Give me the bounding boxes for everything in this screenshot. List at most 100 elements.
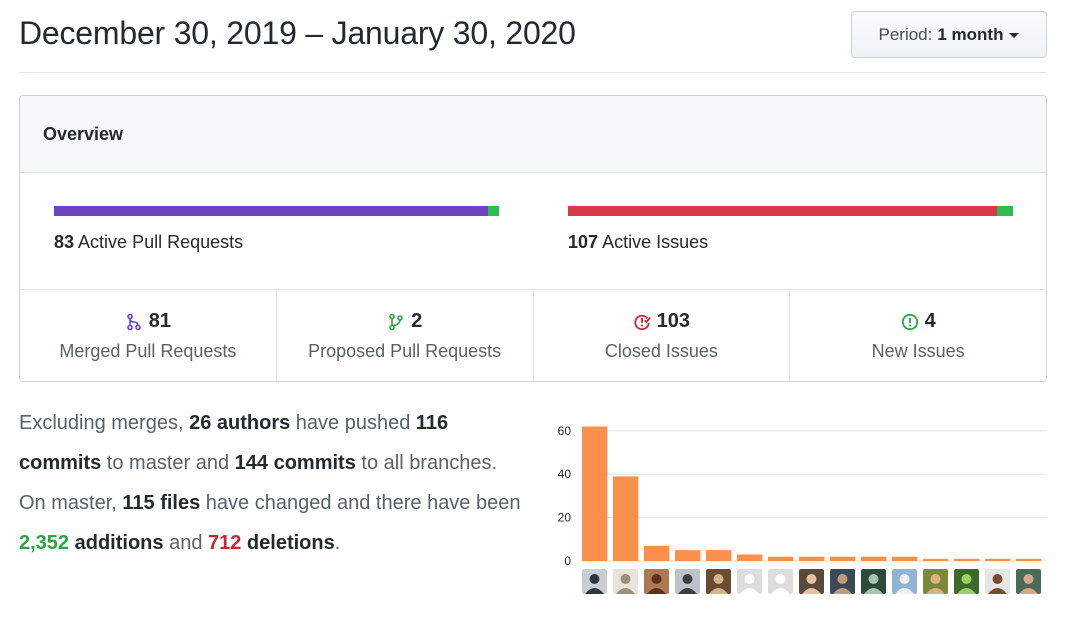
contributor-commit-bar[interactable] — [985, 558, 1011, 561]
contributor-avatar[interactable] — [644, 569, 670, 594]
summary-text: to master and — [101, 452, 235, 474]
y-tick-label: 40 — [558, 467, 572, 481]
pull-requests-progress-bar — [54, 206, 499, 216]
all-branch-commits-count: 144 commits — [234, 452, 356, 474]
new-issues-label: New Issues — [871, 341, 965, 361]
commit-summary: Excluding merges, 26 authors have pushed… — [19, 403, 529, 563]
avatar-person-icon — [988, 574, 1008, 594]
contributor-avatar[interactable] — [582, 569, 608, 594]
merged-pull-requests-count: 81 — [148, 310, 171, 332]
stat-merged-pull-requests[interactable]: 81 Merged Pull Requests — [20, 290, 277, 381]
stat-proposed-pull-requests[interactable]: 2 Proposed Pull Requests — [277, 290, 534, 381]
merged-pr-segment — [54, 206, 489, 216]
contributor-commit-bar[interactable] — [706, 550, 732, 561]
avatar-person-icon — [771, 574, 791, 594]
avatar-person-icon — [616, 574, 636, 594]
page-header: December 30, 2019 – January 30, 2020 Per… — [19, 0, 1047, 73]
contributor-commit-bar[interactable] — [954, 558, 980, 561]
new-issues-count: 4 — [924, 310, 936, 332]
proposed-pull-requests-count: 2 — [411, 310, 423, 332]
summary-text: and — [163, 532, 208, 554]
period-value: 1 month — [937, 24, 1004, 44]
contributor-avatar[interactable] — [923, 569, 949, 594]
contributor-commit-bar[interactable] — [613, 476, 639, 561]
contributor-avatar[interactable] — [954, 569, 980, 594]
period-label: Period: — [878, 24, 933, 44]
proposed-pull-requests-label: Proposed Pull Requests — [308, 341, 502, 361]
merged-pr-icon — [126, 313, 141, 330]
summary-text: Excluding merges, — [19, 412, 190, 434]
contributor-commit-bar[interactable] — [644, 545, 670, 561]
closed-issues-label: Closed Issues — [604, 341, 718, 361]
overview-header: Overview — [20, 96, 1046, 173]
y-tick-label: 0 — [564, 554, 571, 568]
new-issue-icon — [901, 313, 918, 330]
issues-progress-bar — [568, 206, 1013, 216]
active-pull-requests-summary[interactable]: 83 Active Pull Requests — [54, 206, 499, 253]
contributor-commit-bar[interactable] — [861, 556, 887, 561]
overview-title: Overview — [43, 123, 124, 144]
contributors-bar-chart: 0 20 40 60 — [545, 410, 1050, 600]
contributor-commit-bar[interactable] — [675, 550, 701, 561]
active-issues-summary[interactable]: 107 Active Issues — [568, 206, 1013, 253]
active-issues-text: Active Issues — [602, 232, 709, 252]
contributor-avatar[interactable] — [861, 569, 887, 594]
contributor-avatar[interactable] — [830, 569, 856, 594]
overview-bars: 83 Active Pull Requests 107 Active Issue… — [20, 173, 1046, 290]
overview-stats: 81 Merged Pull Requests 2 Proposed Pull … — [20, 290, 1046, 381]
summary-text: have changed and there have been — [200, 492, 521, 514]
closed-issues-segment — [568, 206, 997, 216]
open-pr-segment — [488, 206, 499, 216]
avatar-person-icon — [740, 574, 760, 594]
stat-new-issues[interactable]: 4 New Issues — [790, 290, 1046, 381]
contributor-commit-bar[interactable] — [1016, 558, 1042, 561]
active-issues-count: 107 — [568, 232, 599, 252]
contributor-avatar[interactable] — [985, 569, 1011, 594]
contributor-avatar[interactable] — [613, 569, 639, 594]
contributor-avatar[interactable] — [768, 569, 794, 594]
overview-panel: Overview 83 Active Pull Requests 107 Act… — [19, 95, 1047, 382]
period-select-button[interactable]: Period: 1 month — [851, 11, 1047, 58]
avatar-person-icon — [647, 574, 667, 594]
contributor-commit-bar[interactable] — [830, 556, 856, 561]
contributor-commit-bar[interactable] — [799, 556, 825, 561]
avatar-person-icon — [864, 574, 884, 594]
contributor-commit-bar[interactable] — [892, 556, 918, 561]
avatar-person-icon — [1019, 574, 1039, 594]
avatar-person-icon — [895, 574, 915, 594]
contributor-commit-bar[interactable] — [582, 426, 608, 562]
active-issues-label: 107 Active Issues — [568, 232, 1013, 253]
avatar-person-icon — [678, 574, 698, 594]
caret-down-icon — [1009, 33, 1020, 38]
contributor-avatar[interactable] — [706, 569, 732, 594]
contributor-commit-bar[interactable] — [768, 556, 794, 561]
merged-pull-requests-label: Merged Pull Requests — [59, 341, 237, 361]
contributors-chart-svg: 0 20 40 60 — [558, 424, 1047, 568]
closed-issue-icon — [634, 314, 651, 330]
additions-label: additions — [69, 532, 164, 554]
stat-closed-issues[interactable]: 103 Closed Issues — [534, 290, 791, 381]
summary-text: have pushed — [290, 412, 416, 434]
contributor-avatar[interactable] — [892, 569, 918, 594]
contributor-avatar[interactable] — [1016, 569, 1042, 594]
contributor-avatar[interactable] — [737, 569, 763, 594]
contributor-commit-bar[interactable] — [923, 558, 949, 561]
contributor-commit-bar[interactable] — [737, 554, 763, 562]
avatar-person-icon — [833, 574, 853, 594]
proposed-pr-icon — [389, 313, 403, 330]
contributor-avatar[interactable] — [799, 569, 825, 594]
master-commits-count: 116 commits — [19, 412, 449, 474]
avatar-person-icon — [926, 574, 946, 594]
active-pull-requests-text: Active Pull Requests — [78, 232, 244, 252]
avatar-person-icon — [957, 574, 977, 594]
closed-issues-count: 103 — [656, 310, 691, 332]
contributor-avatar[interactable] — [675, 569, 701, 594]
files-changed-count: 115 files — [122, 492, 201, 514]
active-pull-requests-count: 83 — [54, 232, 75, 252]
deletions-count: 712 — [208, 532, 242, 554]
avatar-person-icon — [585, 574, 605, 594]
active-pull-requests-label: 83 Active Pull Requests — [54, 232, 499, 253]
additions-count: 2,352 — [19, 532, 70, 554]
avatar-person-icon — [802, 574, 822, 594]
deletions-label: deletions — [241, 532, 335, 554]
